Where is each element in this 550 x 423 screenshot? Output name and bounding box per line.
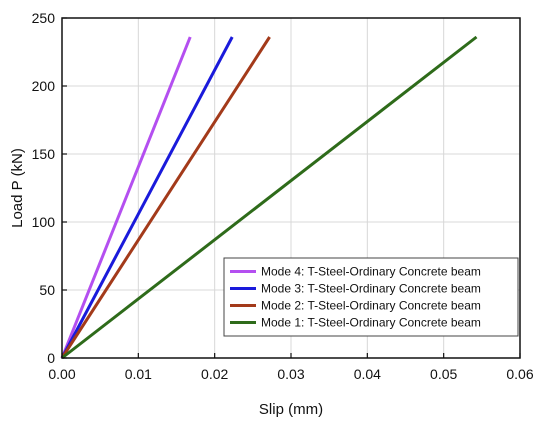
x-tick-label: 0.00 — [48, 366, 75, 382]
x-tick-label: 0.05 — [430, 366, 457, 382]
series-line-2 — [60, 36, 234, 359]
x-tick-label: 0.02 — [201, 366, 228, 382]
series-line-1 — [60, 36, 192, 359]
legend-label: Mode 4: T-Steel-Ordinary Concrete beam — [261, 265, 481, 279]
y-tick-label: 50 — [39, 282, 55, 298]
legend-label: Mode 1: T-Steel-Ordinary Concrete beam — [261, 316, 481, 330]
legend: Mode 4: T-Steel-Ordinary Concrete beam Mo… — [223, 257, 519, 337]
y-tick-label: 150 — [32, 146, 56, 162]
legend-label: Mode 2: T-Steel-Ordinary Concrete beam — [261, 299, 481, 313]
y-tick-label: 0 — [47, 350, 55, 366]
series-line-3 — [60, 36, 271, 359]
axis-ticks: 0.00 0.01 0.02 0.03 0.04 0.05 0.06 0 50 100 150 200… — [32, 10, 534, 382]
y-axis-title: Load P (kN) — [9, 148, 26, 228]
series-line-4 — [61, 35, 478, 360]
x-tick-label: 0.03 — [277, 366, 304, 382]
x-tick-label: 0.04 — [354, 366, 381, 382]
legend-label: Mode 3: T-Steel-Ordinary Concrete beam — [261, 282, 481, 296]
legend-box — [223, 257, 519, 337]
series-lines — [60, 35, 478, 360]
x-axis-title: Slip (mm) — [259, 401, 323, 418]
x-tick-label: 0.06 — [506, 366, 533, 382]
y-tick-label: 100 — [32, 214, 56, 230]
y-tick-label: 200 — [32, 78, 56, 94]
x-tick-label: 0.01 — [125, 366, 152, 382]
y-tick-label: 250 — [32, 10, 56, 26]
